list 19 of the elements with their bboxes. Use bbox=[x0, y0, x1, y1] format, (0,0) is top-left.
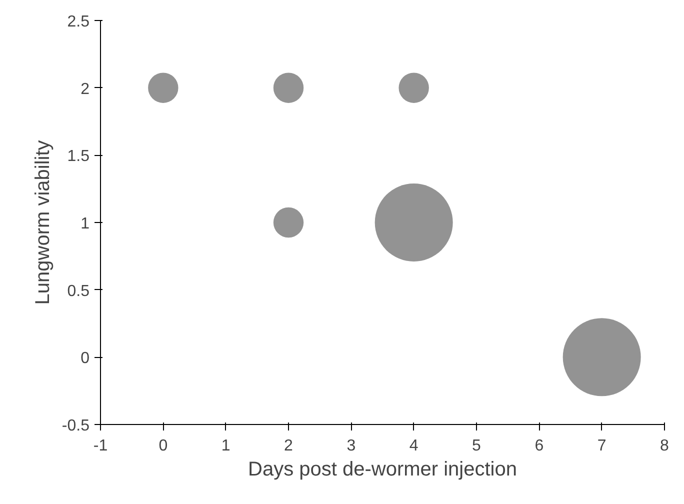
x-tick-label: 0 bbox=[158, 438, 168, 454]
x-tick-label: 6 bbox=[534, 438, 544, 454]
x-tick-label: 8 bbox=[660, 438, 670, 454]
y-tick-label: 0 bbox=[80, 350, 90, 368]
y-tick-label: 1 bbox=[80, 216, 90, 232]
x-axis-title: Days post de-wormer injection bbox=[248, 458, 518, 480]
y-tick-label: 0.5 bbox=[67, 282, 90, 300]
y-tick-label: 2.5 bbox=[67, 14, 90, 30]
y-tick-label: 1.5 bbox=[67, 148, 90, 166]
x-tick-label: 3 bbox=[346, 438, 356, 454]
x-tick-label: 2 bbox=[284, 438, 294, 454]
x-tick-label: 4 bbox=[409, 438, 418, 454]
x-tick-label: -1 bbox=[93, 438, 108, 454]
y-tick-label: 2 bbox=[80, 80, 90, 98]
x-tick-label: 5 bbox=[472, 438, 482, 454]
y-axis-title: Lungworm viability bbox=[32, 140, 54, 305]
y-tick-label: -0.5 bbox=[62, 418, 90, 434]
x-tick-label: 7 bbox=[597, 438, 606, 454]
x-tick-label: 1 bbox=[221, 438, 230, 454]
